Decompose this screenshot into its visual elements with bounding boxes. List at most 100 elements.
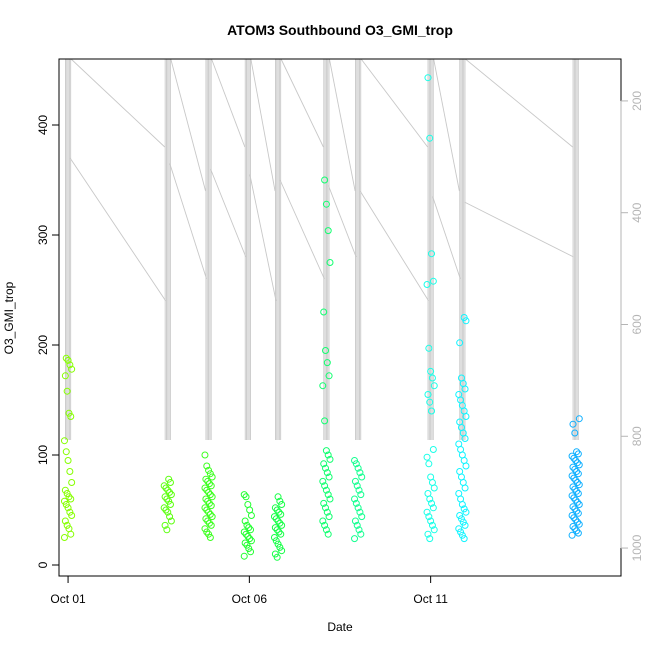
data-point <box>274 493 282 501</box>
data-point <box>160 482 168 490</box>
data-point <box>207 502 215 510</box>
data-point <box>428 250 436 258</box>
data-point <box>426 535 434 543</box>
data-point <box>326 495 334 503</box>
data-point <box>205 530 213 538</box>
data-point <box>423 508 431 516</box>
data-point <box>326 455 334 463</box>
data-point <box>429 504 437 512</box>
data-point <box>568 492 576 500</box>
y-tick-label: 300 <box>36 225 50 245</box>
data-point <box>573 527 581 535</box>
data-point <box>60 497 68 505</box>
data-point <box>243 541 251 549</box>
data-point <box>355 526 363 534</box>
data-point <box>245 524 253 532</box>
data-point <box>203 506 211 514</box>
data-point <box>165 475 173 483</box>
data-point <box>428 521 436 529</box>
data-point <box>568 531 576 539</box>
data-point <box>162 484 170 492</box>
data-point <box>276 497 284 505</box>
data-point <box>353 482 361 490</box>
data-point <box>427 517 435 525</box>
data-point <box>322 200 330 208</box>
data-point <box>321 482 329 490</box>
data-point <box>203 462 211 470</box>
data-point <box>63 521 71 529</box>
x-tick-label: Oct 06 <box>232 592 268 606</box>
data-point <box>270 513 278 521</box>
data-point <box>62 448 70 456</box>
data-point <box>427 367 435 375</box>
data-point <box>205 488 213 496</box>
data-point <box>428 374 436 382</box>
data-point <box>571 465 579 473</box>
transit-line <box>210 168 247 258</box>
data-point <box>462 508 470 516</box>
y2-axis: 200 400 600 800 1000 <box>620 91 644 561</box>
data-point <box>240 528 248 536</box>
data-point <box>456 512 464 519</box>
transit-line <box>169 163 207 280</box>
data-point <box>574 470 582 478</box>
data-point <box>271 524 279 532</box>
data-point <box>208 493 216 501</box>
data-point <box>321 521 329 529</box>
data-point <box>64 457 72 464</box>
y2-tick-label: 800 <box>630 426 644 446</box>
data-point <box>245 545 253 552</box>
data-point <box>65 493 73 501</box>
data-point <box>244 532 252 540</box>
data-point <box>320 308 328 316</box>
data-point <box>203 486 211 494</box>
data-point <box>323 508 331 516</box>
data-point <box>272 537 280 545</box>
data-point <box>571 505 579 513</box>
data-point <box>163 526 171 534</box>
data-point <box>459 518 467 526</box>
data-point <box>320 460 328 468</box>
data-point <box>205 499 213 507</box>
data-point <box>573 498 581 506</box>
data-point <box>321 176 329 184</box>
data-point <box>322 486 330 494</box>
data-point <box>324 491 332 499</box>
transit-line <box>170 58 206 192</box>
data-point <box>569 483 577 491</box>
data-point <box>204 497 212 505</box>
data-point <box>207 521 215 529</box>
y2-tick-label: 400 <box>630 202 644 222</box>
data-point <box>321 417 329 425</box>
data-point <box>66 468 74 475</box>
data-point <box>462 317 470 325</box>
data-point <box>574 490 582 497</box>
x-axis: Oct 01 Oct 06 Oct 11 <box>50 575 448 606</box>
data-point <box>164 508 172 516</box>
data-point <box>572 476 580 484</box>
y-tick-label: 100 <box>36 445 50 465</box>
data-point <box>201 504 209 512</box>
data-point <box>325 473 333 481</box>
data-point <box>319 477 327 485</box>
data-point <box>428 499 436 507</box>
y-tick-label: 400 <box>36 115 50 135</box>
data-point <box>66 361 74 369</box>
data-point <box>426 398 434 406</box>
data-point <box>423 281 431 288</box>
data-point <box>457 374 465 382</box>
data-point <box>572 496 580 504</box>
data-point <box>575 461 583 469</box>
x-tick-label: Oct 11 <box>413 592 448 606</box>
data-point <box>204 477 212 485</box>
data-point <box>277 530 285 538</box>
data-point <box>274 540 282 548</box>
data-point <box>202 475 210 483</box>
data-point <box>62 501 70 508</box>
data-point <box>325 372 333 380</box>
data-point <box>161 493 169 501</box>
data-point <box>167 491 175 499</box>
transit-line <box>360 58 429 148</box>
data-point <box>202 495 210 503</box>
data-point <box>275 528 283 536</box>
